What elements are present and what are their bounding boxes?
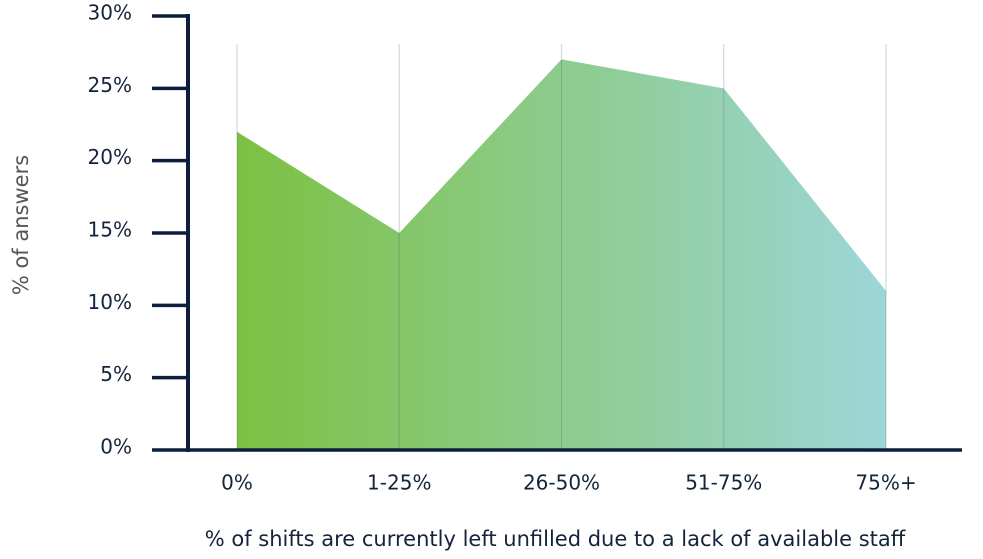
area xyxy=(237,59,886,451)
y-axis-title: % of answers xyxy=(9,155,33,295)
x-tick-label: 51-75% xyxy=(685,471,762,495)
y-tick-label: 30% xyxy=(88,1,132,25)
x-tick-label: 26-50% xyxy=(523,471,600,495)
x-tick-label: 1-25% xyxy=(367,471,431,495)
y-tick-label: 20% xyxy=(88,145,132,169)
y-tick-label: 0% xyxy=(100,435,132,459)
y-tick-label: 15% xyxy=(88,218,132,242)
y-tick-label: 10% xyxy=(88,290,132,314)
y-tick-label: 25% xyxy=(88,73,132,97)
x-axis-title: % of shifts are currently left unfilled … xyxy=(205,527,906,551)
x-tick-label: 75%+ xyxy=(855,471,916,495)
y-tick-label: 5% xyxy=(100,362,132,386)
x-tick-label: 0% xyxy=(221,471,253,495)
